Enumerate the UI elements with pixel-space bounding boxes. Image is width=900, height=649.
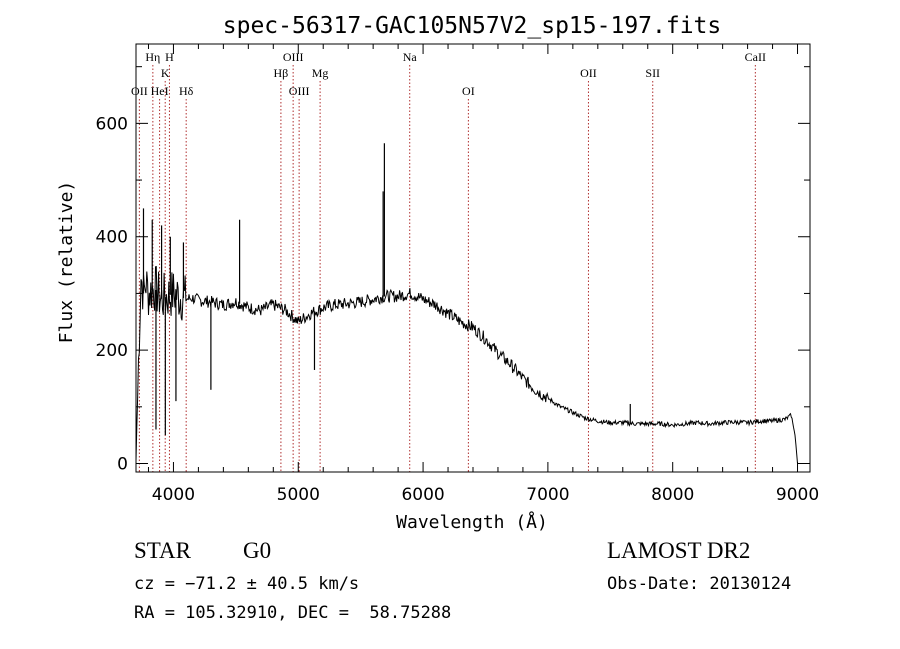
spectrum-line xyxy=(135,265,798,464)
spectral-line-label-6: Hβ xyxy=(274,66,289,80)
x-tick-labels: 4000 5000 6000 7000 8000 9000 xyxy=(152,485,819,505)
spectral-line-label-12: OII xyxy=(580,66,597,80)
plot-frame xyxy=(135,43,811,473)
y-tick-label-3: 600 xyxy=(96,114,128,134)
y-axis-label: Flux (relative) xyxy=(56,181,77,344)
spectral-line-label-4: H xyxy=(165,50,174,64)
observation-date: Obs-Date: 20130124 xyxy=(607,574,792,594)
x-tick-label-2: 6000 xyxy=(401,485,444,505)
axis-ticks xyxy=(136,44,810,472)
sky-coordinates: RA = 105.32910, DEC = 58.75288 xyxy=(134,603,452,623)
y-tick-labels: 0 200 400 600 xyxy=(96,114,128,474)
y-tick-label-0: 0 xyxy=(117,454,128,474)
survey-name: LAMOST DR2 xyxy=(607,538,751,563)
x-axis-label: Wavelength (Å) xyxy=(396,511,548,533)
spectral-line-label-1: Hη xyxy=(145,50,160,64)
spectral-line-label-5: Hδ xyxy=(179,84,194,98)
spectral-line-label-10: Na xyxy=(403,50,418,64)
x-tick-label-1: 5000 xyxy=(277,485,320,505)
y-tick-label-2: 400 xyxy=(96,228,128,248)
spectral-line-label-7: OIII xyxy=(283,50,304,64)
y-tick-label-1: 200 xyxy=(96,341,128,361)
x-tick-label-4: 8000 xyxy=(651,485,694,505)
spectral-line-label-14: CaII xyxy=(745,50,766,64)
object-class: STAR xyxy=(134,538,191,563)
spectral-line-label-3: K xyxy=(161,66,170,80)
spectral-line-label-0: OII xyxy=(131,84,148,98)
spectral-line-label-9: Mg xyxy=(312,66,329,80)
x-tick-label-0: 4000 xyxy=(152,485,195,505)
spectral-line-label-8: OIII xyxy=(289,84,310,98)
redshift-readout: cz = −71.2 ± 40.5 km/s xyxy=(134,574,360,594)
x-tick-label-5: 9000 xyxy=(776,485,819,505)
spectrum-series xyxy=(135,143,798,464)
spectral-line-label-11: OI xyxy=(462,84,475,98)
object-subclass: G0 xyxy=(243,538,272,563)
spectral-line-label-13: SII xyxy=(645,66,660,80)
spectral-line-label-2: HeI xyxy=(151,84,169,98)
chart-title: spec-56317-GAC105N57V2_sp15-197.fits xyxy=(223,13,722,39)
x-tick-label-3: 7000 xyxy=(526,485,569,505)
